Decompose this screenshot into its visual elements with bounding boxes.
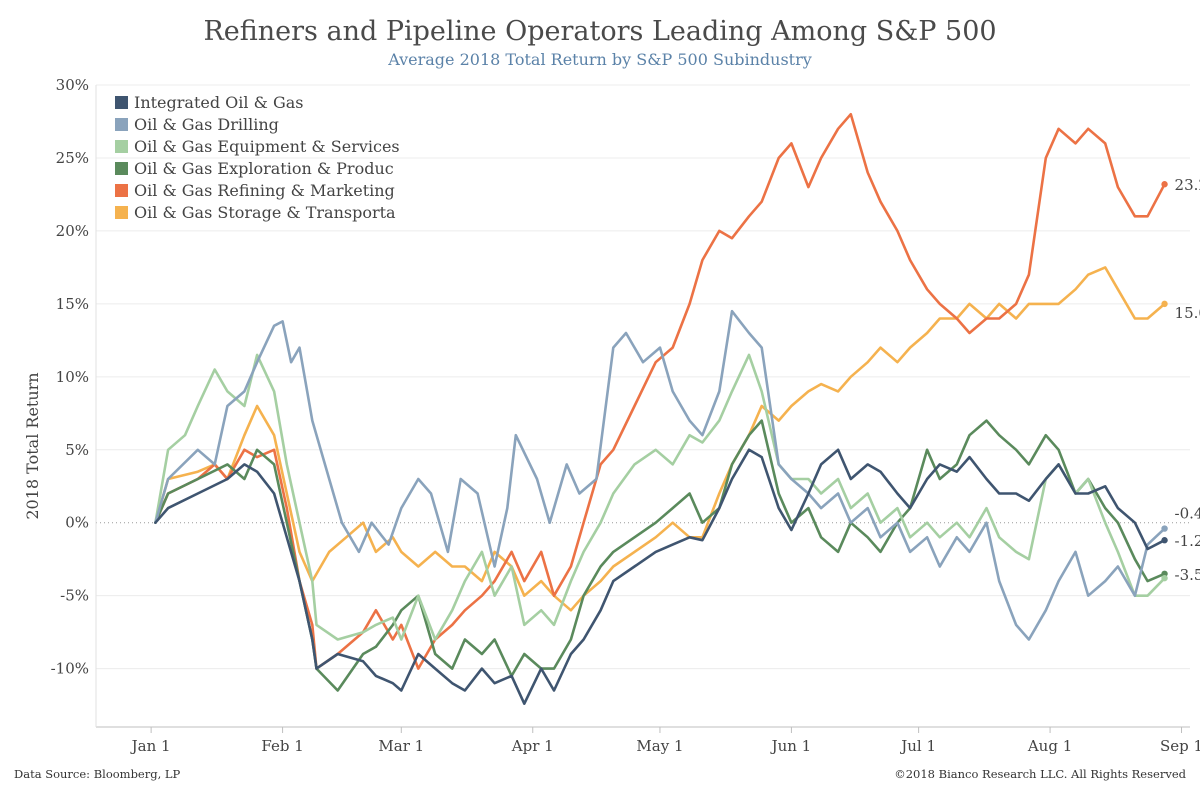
series-line — [154, 266, 1166, 612]
legend-label: Oil & Gas Equipment & Services — [134, 137, 400, 156]
y-tick-label: 30% — [56, 76, 89, 94]
x-tick-label: Sep 1 — [1160, 737, 1200, 755]
series-lines — [154, 112, 1168, 705]
legend-label: Oil & Gas Refining & Marketing — [134, 181, 395, 200]
chart-subtitle: Average 2018 Total Return by S&P 500 Sub… — [388, 50, 812, 69]
x-tick-label: Mar 1 — [378, 737, 424, 755]
x-tick-label: Apr 1 — [511, 737, 554, 755]
end-labels: -1.2% -0.4% -3.5% 23.2% 15.0% — [1175, 176, 1200, 584]
y-tick-label: -5% — [60, 587, 89, 605]
y-tick-label: 15% — [56, 295, 89, 313]
series-line — [154, 309, 1166, 641]
chart-title: Refiners and Pipeline Operators Leading … — [203, 16, 997, 47]
y-tick-label: 10% — [56, 368, 89, 386]
data-source-note: Data Source: Bloomberg, LP — [14, 767, 181, 781]
legend-swatch — [115, 162, 128, 175]
y-tick-label: 0% — [65, 514, 89, 532]
y-axis-title: 2018 Total Return — [23, 372, 42, 519]
y-tick-label: 5% — [65, 441, 89, 459]
y-tick-label: 25% — [56, 149, 89, 167]
series-line — [154, 353, 1166, 641]
legend-swatch — [115, 140, 128, 153]
series-end-point — [1161, 300, 1168, 308]
end-value-label: -1.2% — [1175, 532, 1200, 550]
x-tick-label: Jun 1 — [770, 737, 812, 755]
series-end-point — [1161, 181, 1168, 188]
end-value-label: 15.0% — [1175, 304, 1200, 322]
legend-swatch — [115, 184, 128, 197]
series-end-point — [1161, 525, 1168, 532]
series-end-point — [1161, 574, 1168, 582]
x-tick-label: Jan 1 — [130, 737, 171, 755]
copyright-note: ©2018 Bianco Research LLC. All Rights Re… — [894, 767, 1186, 781]
series-line — [154, 448, 1166, 705]
series-end-point — [1161, 570, 1168, 577]
legend-swatch — [115, 118, 128, 131]
legend-label: Oil & Gas Storage & Transporta — [134, 203, 396, 222]
x-tick-label: Jul 1 — [899, 737, 936, 755]
y-tick-label: -10% — [51, 660, 89, 678]
end-value-label: -0.4% — [1175, 505, 1200, 523]
legend-label: Oil & Gas Exploration & Produc — [134, 159, 394, 178]
series-end-point — [1161, 537, 1168, 544]
legend-swatch — [115, 206, 128, 219]
end-value-label: -3.5% — [1175, 566, 1200, 584]
x-tick-label: May 1 — [636, 737, 683, 755]
legend-label: Oil & Gas Drilling — [134, 115, 279, 134]
y-tick-label: 20% — [56, 222, 89, 240]
legend-swatch — [115, 96, 128, 109]
grid — [96, 84, 1190, 670]
series-line — [154, 419, 1166, 692]
legend: Integrated Oil & Gas Oil & Gas Drilling Oi… — [115, 93, 400, 222]
legend-label: Integrated Oil & Gas — [134, 93, 303, 112]
axes: -10% -5% 0% 5% 10% 15% 20% 25% 30% Jan 1 Feb 1 Mar … — [23, 76, 1200, 755]
x-tick-label: Aug 1 — [1027, 737, 1072, 755]
end-value-label: 23.2% — [1175, 176, 1200, 194]
x-tick-label: Feb 1 — [261, 737, 303, 755]
